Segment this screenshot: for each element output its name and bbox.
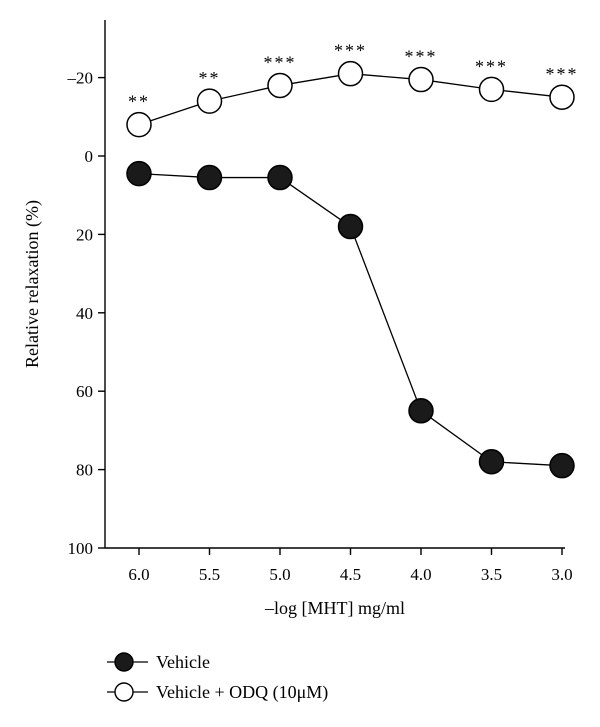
- series-1-point: [408, 398, 434, 424]
- series-layer: [126, 60, 575, 479]
- legend-marker-1: [114, 652, 134, 672]
- series-2-point: [126, 111, 152, 138]
- series-2-point: [196, 88, 223, 114]
- significance-mark: ***: [334, 41, 367, 61]
- x-tick-label: 4.0: [410, 565, 431, 584]
- series-1-point: [196, 164, 223, 191]
- series-2-point: [337, 60, 364, 87]
- y-tick-label: 40: [76, 304, 93, 323]
- series-2-point: [549, 84, 575, 110]
- x-tick-label: 4.5: [340, 565, 361, 584]
- significance-mark: **: [128, 92, 150, 112]
- x-tick-label: 6.0: [128, 565, 149, 584]
- series-1-point: [126, 160, 152, 187]
- x-tick-label: 3.5: [481, 565, 502, 584]
- x-axis-label: –log [MHT] mg/ml: [264, 598, 405, 618]
- series-2-point: [408, 66, 434, 93]
- significance-mark: ***: [546, 64, 579, 84]
- series-1-point: [549, 452, 575, 479]
- axes: –20 0 20 40 60 80 100 6.0 5.5 5.0 4.5 4.0 3.5 3.0 –log…: [22, 20, 573, 618]
- y-tick-label: 80: [76, 461, 93, 480]
- annotation-layer: ********** *** *** ***: [128, 41, 579, 112]
- x-tick-label: 3.0: [551, 565, 572, 584]
- series-2-point: [267, 72, 293, 99]
- series-1-point: [267, 164, 293, 191]
- y-tick-label: 100: [68, 539, 94, 558]
- legend-label-1: Vehicle: [156, 652, 210, 672]
- y-axis-label: Relative relaxation (%): [22, 200, 43, 368]
- y-tick-label: 60: [76, 382, 93, 401]
- series-2-point: [478, 76, 505, 103]
- series-1-point: [337, 213, 364, 240]
- significance-mark: ***: [475, 56, 508, 76]
- legend: Vehicle Vehicle + ODQ (10μM): [107, 652, 328, 703]
- significance-mark: ***: [405, 47, 438, 67]
- series-1-point: [478, 449, 505, 475]
- legend-label-2: Vehicle + ODQ (10μM): [156, 682, 328, 703]
- significance-mark: ***: [264, 52, 297, 72]
- significance-mark: **: [199, 68, 221, 88]
- y-tick-label: 20: [76, 225, 93, 244]
- legend-marker-2: [114, 682, 134, 702]
- y-tick-label: –20: [67, 69, 94, 88]
- x-tick-label: 5.0: [269, 565, 290, 584]
- y-tick-label: 0: [85, 147, 94, 166]
- x-tick-label: 5.5: [199, 565, 220, 584]
